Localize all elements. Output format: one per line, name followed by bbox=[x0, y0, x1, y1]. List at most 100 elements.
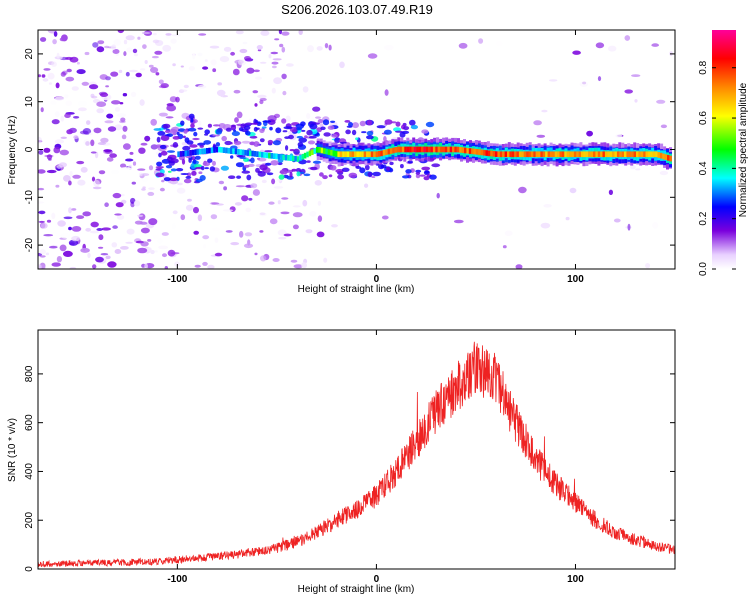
ridge-core bbox=[530, 151, 534, 158]
snr-series-line bbox=[38, 341, 675, 568]
ridge-core bbox=[593, 151, 596, 158]
spectrogram-blob bbox=[330, 165, 337, 171]
spectrogram-blob bbox=[137, 168, 146, 171]
ridge-core bbox=[464, 147, 467, 154]
spectrogram-blob bbox=[302, 199, 308, 207]
ridge-core bbox=[294, 155, 297, 162]
colorbar-tick-label: 0.2 bbox=[698, 211, 709, 225]
ridge-core bbox=[337, 151, 340, 158]
ridge-core bbox=[389, 148, 393, 154]
ridge-core bbox=[275, 153, 278, 160]
spectrogram-blob bbox=[232, 68, 240, 76]
spectrogram-blob bbox=[275, 127, 282, 134]
ridge-core bbox=[554, 151, 558, 158]
ridge-core bbox=[261, 151, 264, 158]
spectrogram-blob bbox=[403, 126, 410, 131]
spectrogram-blob bbox=[111, 170, 120, 174]
spectrogram-blob bbox=[144, 253, 154, 258]
spectrogram-blob bbox=[91, 176, 96, 182]
spectrogram-blob bbox=[215, 203, 224, 206]
spectrogram-blob bbox=[126, 47, 133, 53]
spectrogram-blob bbox=[257, 171, 266, 177]
spectrogram-blob bbox=[306, 129, 313, 136]
ridge-core bbox=[370, 151, 374, 158]
colorbar-ticks: 0.0 0.2 0.4 0.6 0.8 bbox=[698, 60, 736, 276]
ridge-core bbox=[244, 149, 247, 156]
spectrogram-blob bbox=[114, 124, 123, 131]
spectrogram-blob bbox=[56, 256, 63, 263]
spectrogram-blob bbox=[135, 72, 142, 78]
spectrogram-blob bbox=[307, 140, 316, 145]
spectrogram-blob bbox=[85, 141, 90, 146]
spectrogram-blob bbox=[89, 84, 99, 90]
spectrogram-blob bbox=[255, 167, 260, 173]
spectrogram-blob bbox=[156, 161, 163, 167]
ridge-core bbox=[311, 149, 314, 155]
spectrogram-blob bbox=[162, 123, 171, 129]
spectrogram-blob bbox=[244, 56, 251, 61]
spectrogram-blob bbox=[277, 162, 283, 166]
spectrogram-blob bbox=[64, 113, 71, 118]
spectrogram-blob bbox=[59, 37, 66, 42]
ridge-core bbox=[545, 151, 548, 158]
spectrogram-blob bbox=[116, 113, 127, 118]
spectrogram-blob bbox=[54, 96, 65, 101]
spectrogram-blob bbox=[615, 134, 623, 138]
spectrogram-blob bbox=[218, 123, 226, 129]
spectrogram-blob bbox=[183, 84, 189, 89]
ridge-core bbox=[344, 151, 348, 158]
spectrogram-blob bbox=[65, 76, 75, 82]
spectrogram-blob bbox=[212, 138, 219, 144]
spectrogram-blob bbox=[53, 31, 58, 37]
ridge-core bbox=[241, 149, 245, 156]
spectrogram-blob bbox=[105, 85, 109, 88]
spectrogram-blob bbox=[282, 130, 288, 133]
spectrogram-blob bbox=[87, 252, 91, 259]
spectrogram-blob bbox=[38, 136, 42, 144]
spectrogram-blob bbox=[177, 182, 183, 186]
spectrogram-blob bbox=[148, 187, 155, 191]
spectrogram-blob bbox=[253, 69, 260, 73]
spectrogram-blob bbox=[60, 115, 65, 122]
spectrogram-blob bbox=[322, 175, 328, 180]
spectrogram-blob bbox=[371, 176, 376, 178]
spectrogram-blob bbox=[38, 187, 45, 191]
spectrogram-blob bbox=[255, 76, 262, 80]
spectrogram-blob bbox=[252, 189, 260, 196]
spectrogram-blob bbox=[323, 257, 328, 263]
ridge-core bbox=[409, 146, 412, 153]
spectrogram-blob bbox=[395, 130, 403, 133]
spectrogram-blob bbox=[86, 120, 91, 125]
spectrogram-blob bbox=[43, 68, 51, 71]
spectrogram-blob bbox=[46, 219, 52, 223]
spectrogram-blob bbox=[198, 33, 207, 36]
spectrogram-blob bbox=[97, 142, 106, 145]
spectrogram-blob bbox=[261, 179, 267, 184]
ridge-core bbox=[404, 146, 407, 153]
ridge-core bbox=[413, 146, 417, 153]
spectrogram-blob bbox=[319, 172, 324, 177]
spectrogram-blob bbox=[197, 52, 203, 57]
spectrogram-blob bbox=[188, 113, 195, 120]
spectrogram-blob bbox=[207, 123, 212, 128]
spectrogram-blob bbox=[300, 121, 306, 127]
spectrogram-blob bbox=[613, 218, 621, 223]
spectrogram-blob bbox=[112, 192, 122, 199]
spectrogram-blob bbox=[182, 135, 186, 139]
ridge-core bbox=[492, 151, 496, 157]
spectrogram-blob bbox=[502, 245, 507, 249]
colorbar: 0.0 0.2 0.4 0.6 0.8 Normalized spectral ampl… bbox=[698, 30, 749, 276]
spectrogram-blob bbox=[95, 256, 104, 263]
spectrogram-blob bbox=[259, 128, 265, 134]
spectrogram-blob bbox=[630, 165, 636, 170]
spectrogram-blob bbox=[261, 126, 267, 129]
spectrogram-blob bbox=[98, 246, 104, 249]
spectrogram-blob bbox=[158, 245, 169, 250]
spectrogram-blob bbox=[190, 118, 194, 123]
spectrogram-blob bbox=[111, 100, 121, 105]
spectrogram-blob bbox=[656, 99, 666, 104]
ridge-core bbox=[378, 151, 381, 157]
spectrogram-blob bbox=[38, 220, 45, 223]
spectrogram-blob bbox=[246, 67, 255, 74]
spectrogram-blob bbox=[310, 166, 318, 171]
